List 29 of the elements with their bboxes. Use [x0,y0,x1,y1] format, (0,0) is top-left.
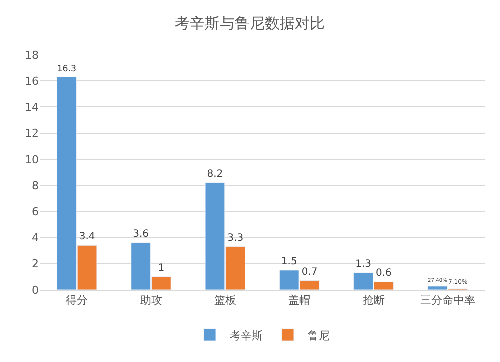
y-tick-label: 8 [32,179,39,192]
y-tick-label: 14 [25,101,39,114]
data-label: 1.3 [356,259,372,270]
legend-label: 考辛斯 [230,329,263,342]
y-tick-label: 16 [25,74,39,88]
x-tick-label: 盖帽 [288,294,311,308]
y-tick-label: 18 [25,48,39,62]
legend-label: 鲁尼 [308,329,330,342]
y-tick-label: 2 [32,258,39,271]
y-tick-label: 12 [25,127,39,140]
x-tick-label: 助攻 [140,294,162,308]
data-label: 3.4 [79,232,96,243]
x-tick-label: 篮板 [214,294,236,308]
chart-title: 考辛斯与鲁尼数据对比 [175,14,325,33]
x-tick-label: 三分命中率 [420,294,476,308]
data-label: 0.7 [302,266,318,278]
data-label: 3.6 [133,229,150,240]
data-label: 1 [158,262,165,274]
data-label: 8.2 [207,168,224,180]
data-label: 3.3 [228,232,244,244]
y-tick-label: 0 [32,284,39,297]
data-label: 16.3 [57,64,77,75]
y-tick-label: 10 [25,153,39,166]
x-tick-label: 得分 [66,294,88,308]
y-tick-label: 6 [32,206,39,219]
data-label: 0.6 [376,268,392,280]
data-label: 1.5 [281,256,298,268]
y-tick-label: 4 [32,232,39,245]
x-tick-label: 抢断 [362,294,385,308]
